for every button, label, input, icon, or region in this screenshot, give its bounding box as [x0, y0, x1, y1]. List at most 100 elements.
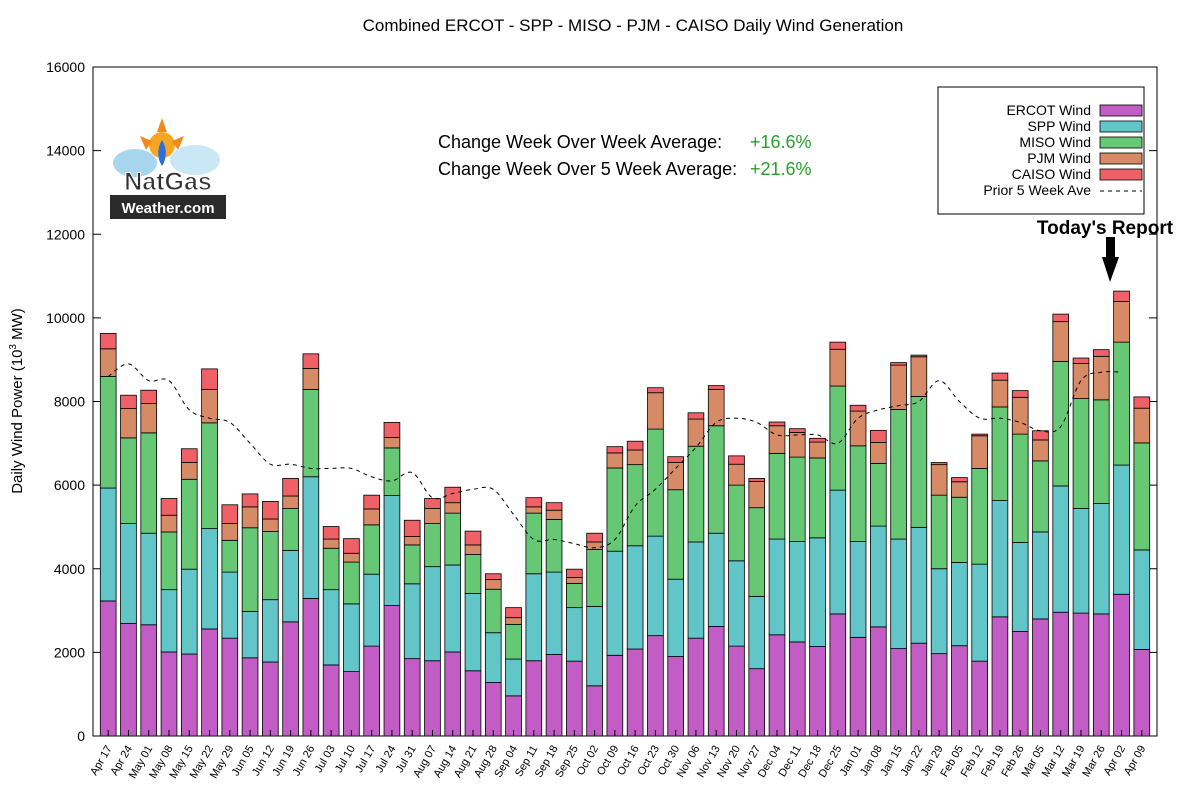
bar-spp-wind: [140, 532, 158, 626]
bar-miso-wind: [201, 422, 218, 530]
bar-ercot-wind: [525, 660, 543, 737]
bar-pjm-wind: [424, 508, 441, 524]
bar-spp-wind: [870, 525, 887, 628]
bar-caiso-wind: [241, 493, 259, 508]
bar-miso-wind: [829, 385, 847, 491]
bar-spp-wind: [180, 568, 198, 655]
bar-pjm-wind: [180, 462, 198, 480]
bar-stack: [525, 497, 543, 737]
bar-miso-wind: [99, 376, 117, 489]
bar-spp-wind: [444, 564, 462, 653]
bar-caiso-wind: [363, 494, 380, 510]
bar-stack: [262, 501, 279, 737]
bar-pjm-wind: [1011, 396, 1029, 435]
bar-ercot-wind: [403, 658, 421, 737]
natgasweather-logo: NatGas Weather.com: [110, 118, 226, 219]
bar-pjm-wind: [99, 348, 117, 377]
bar-pjm-wind: [1092, 355, 1110, 401]
bar-spp-wind: [930, 568, 948, 655]
bar-miso-wind: [991, 406, 1009, 502]
bar-ercot-wind: [99, 600, 117, 737]
bar-ercot-wind: [809, 646, 826, 737]
bar-caiso-wind: [201, 368, 218, 390]
bar-miso-wind: [282, 508, 299, 551]
bar-miso-wind: [910, 396, 928, 528]
bar-caiso-wind: [951, 477, 968, 483]
bar-stack: [788, 428, 806, 737]
bar-stack: [545, 502, 563, 737]
bar-miso-wind: [1113, 341, 1130, 466]
legend-label: ERCOT Wind: [1006, 102, 1091, 118]
bar-stack: [201, 368, 218, 737]
bar-caiso-wind: [383, 422, 401, 438]
bar-pjm-wind: [1133, 407, 1151, 444]
bar-stack: [971, 433, 988, 737]
bar-pjm-wind: [930, 464, 948, 496]
flame-icon: [158, 140, 166, 166]
y-tick-label: 12000: [46, 226, 85, 242]
bar-pjm-wind: [545, 509, 563, 520]
bar-spp-wind: [890, 538, 907, 650]
bar-caiso-wind: [302, 353, 320, 369]
bar-caiso-wind: [586, 532, 603, 543]
bar-miso-wind: [728, 484, 745, 562]
bar-miso-wind: [140, 432, 158, 534]
bar-spp-wind: [403, 583, 421, 660]
bar-stack: [1092, 349, 1110, 737]
y-tick-label: 16000: [46, 59, 85, 75]
bar-spp-wind: [1032, 531, 1049, 620]
bar-pjm-wind: [403, 536, 421, 546]
bar-stack: [505, 607, 522, 737]
y-axis-ticks: 0 2000 4000 6000 8000 10000 12000 14000 16000: [46, 59, 1157, 744]
bar-ercot-wind: [484, 682, 502, 737]
bar-ercot-wind: [1092, 613, 1110, 737]
bar-caiso-wind: [403, 519, 421, 537]
bar-caiso-wind: [343, 538, 360, 554]
bar-ercot-wind: [748, 668, 766, 737]
bar-pjm-wind: [667, 462, 684, 491]
bar-spp-wind: [525, 573, 543, 662]
bar-ercot-wind: [768, 634, 786, 737]
bar-spp-wind: [424, 566, 441, 662]
y-tick-label: 4000: [54, 561, 85, 577]
bar-pjm-wind: [444, 502, 462, 514]
bar-spp-wind: [849, 541, 867, 638]
bar-caiso-wind: [606, 446, 624, 454]
bar-miso-wind: [363, 524, 380, 575]
bar-stack: [1032, 430, 1049, 737]
bar-miso-wind: [464, 554, 482, 594]
bar-spp-wind: [667, 578, 684, 657]
bar-spp-wind: [768, 538, 786, 636]
bar-ercot-wind: [545, 654, 563, 737]
bar-ercot-wind: [221, 637, 239, 737]
bar-stack: [221, 504, 239, 737]
bar-pjm-wind: [505, 617, 522, 625]
bar-ercot-wind: [606, 654, 624, 737]
bar-stack: [566, 568, 583, 737]
bar-caiso-wind: [748, 478, 766, 482]
bar-caiso-wind: [991, 372, 1009, 381]
bar-caiso-wind: [809, 437, 826, 443]
bar-pjm-wind: [829, 348, 847, 387]
bar-spp-wind: [343, 603, 360, 673]
bar-pjm-wind: [809, 441, 826, 459]
bar-miso-wind: [1032, 460, 1049, 533]
bar-caiso-wind: [221, 504, 239, 524]
bar-pjm-wind: [566, 577, 583, 584]
bar-pjm-wind: [383, 437, 401, 449]
bar-spp-wind: [809, 537, 826, 647]
bar-ercot-wind: [707, 626, 725, 737]
bar-caiso-wind: [1072, 357, 1090, 364]
bar-spp-wind: [160, 589, 178, 653]
bar-caiso-wind: [322, 526, 340, 540]
bar-stack: [424, 498, 441, 737]
bar-pjm-wind: [262, 518, 279, 532]
bar-pjm-wind: [140, 403, 158, 434]
bar-miso-wind: [566, 582, 583, 609]
bar-spp-wind: [505, 658, 522, 697]
bar-ercot-wind: [687, 637, 705, 737]
y-tick-label: 14000: [46, 143, 85, 159]
bar-caiso-wind: [424, 498, 441, 509]
bar-miso-wind: [748, 507, 766, 597]
